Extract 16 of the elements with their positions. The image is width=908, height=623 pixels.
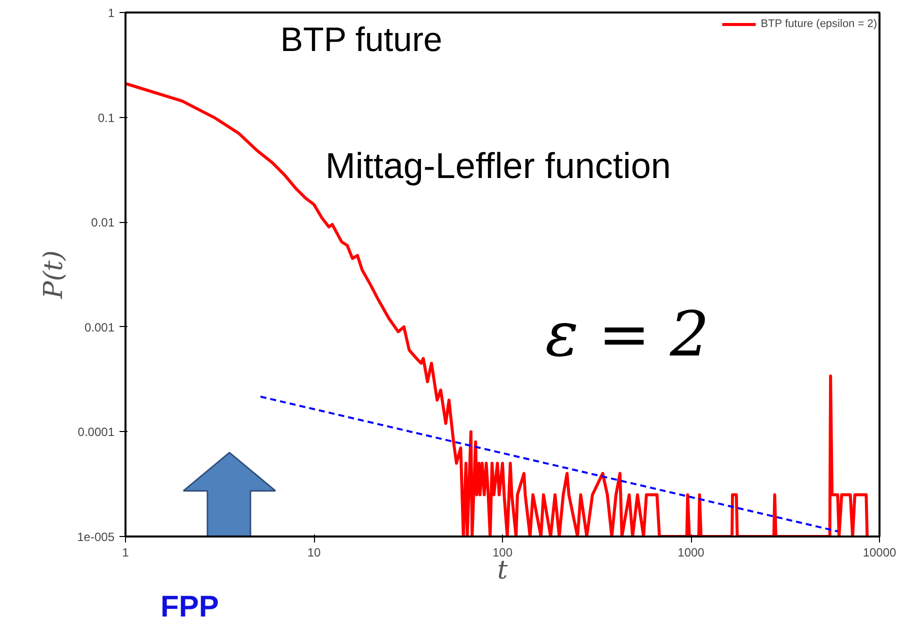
legend-label: BTP future (epsilon = 2)	[760, 18, 877, 30]
y-tick-label: 0.01	[91, 216, 115, 230]
y-tick-label: 0.001	[84, 320, 115, 334]
y-tick-label: 0.1	[98, 110, 115, 125]
annotation: ε = 2	[545, 298, 710, 371]
x-tick-label: 1000	[678, 546, 705, 560]
y-axis-title: P(t)	[39, 250, 70, 300]
x-tick-label: 10	[307, 546, 321, 560]
annotation: Mittag-Leffler function	[325, 144, 671, 186]
y-tick-label: 1	[108, 6, 115, 20]
x-tick-label: 10000	[862, 546, 897, 560]
y-tick-label: 0.0001	[78, 425, 115, 440]
text: FPP	[160, 590, 219, 623]
y-tick-label: 1e-005	[77, 530, 115, 544]
x-tick-label: 1	[122, 546, 130, 560]
annotation: BTP future	[280, 21, 442, 60]
